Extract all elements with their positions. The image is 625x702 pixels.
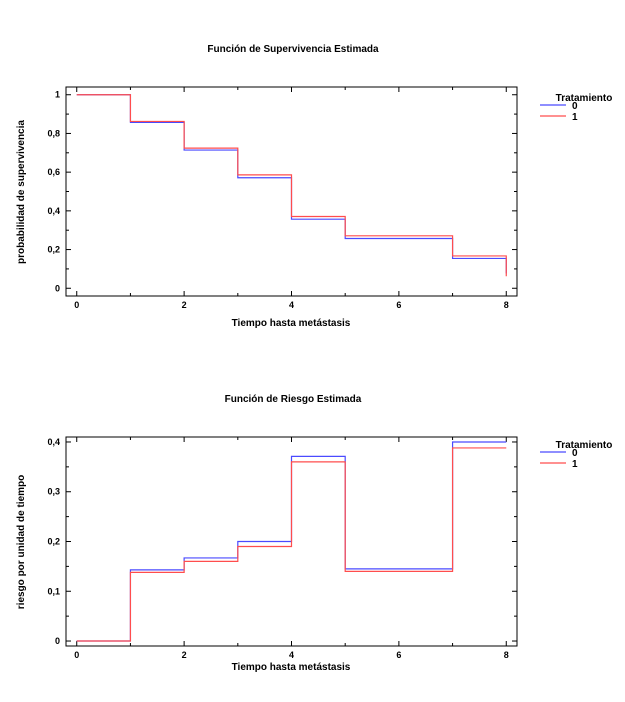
legend-label-0: 0 [572,448,578,459]
x-tick-label: 0 [74,650,79,660]
y-axis-label: riesgo por unidad de tiempo [16,475,27,609]
series-line-0 [76,441,507,642]
chart-title: Función de Supervivencia Estimada [207,44,379,55]
legend-title: Tratamiento [556,440,613,451]
x-axis-label: Tiempo hasta metástasis [232,318,351,329]
x-axis-ticks: 0 2 4 6 8 [74,437,509,660]
y-tick-label: 0,2 [47,245,60,255]
series-lines [76,441,507,642]
x-tick-label: 2 [182,650,187,660]
x-axis-label: Tiempo hasta metástasis [232,662,351,673]
y-axis-ticks: 0 0,2 0,4 0,6 0,8 1 [47,90,517,293]
x-tick-label: 4 [289,650,294,660]
y-tick-label: 0,6 [47,167,60,177]
legend-title: Tratamiento [556,93,613,104]
hazard-chart: Función de Riesgo Estimada 0 0,1 0,2 0,3 0,4… [16,394,612,673]
legend-label-0: 0 [572,101,578,112]
series-line-1 [76,94,507,277]
x-tick-label: 8 [504,650,509,660]
y-axis-label: probabilidad de supervivencia [16,120,27,264]
y-tick-label: 0 [55,636,60,646]
y-tick-label: 0,4 [47,206,60,216]
x-tick-label: 0 [74,300,79,310]
series-line-1 [76,447,507,642]
chart-title: Función de Riesgo Estimada [225,394,362,405]
y-tick-label: 0 [55,283,60,293]
y-tick-label: 0,3 [47,487,60,497]
survival-chart: Función de Supervivencia Estimada 0 0,2 0,… [16,44,612,329]
y-tick-label: 1 [55,90,60,100]
x-tick-label: 4 [289,300,294,310]
legend-label-1: 1 [572,112,578,123]
x-axis-ticks: 0 2 4 6 8 [74,87,509,310]
series-lines [76,94,507,277]
legend: Tratamiento 01 [540,93,612,123]
y-tick-label: 0,1 [47,586,60,596]
x-tick-label: 6 [396,300,401,310]
y-tick-label: 0,8 [47,128,60,138]
x-tick-label: 8 [504,300,509,310]
legend-label-1: 1 [572,459,578,470]
x-tick-label: 6 [396,650,401,660]
y-tick-label: 0,2 [47,537,60,547]
y-axis-ticks: 0 0,1 0,2 0,3 0,4 [47,437,517,646]
x-tick-label: 2 [182,300,187,310]
y-tick-label: 0,4 [47,437,60,447]
legend: Tratamiento 01 [540,440,612,470]
